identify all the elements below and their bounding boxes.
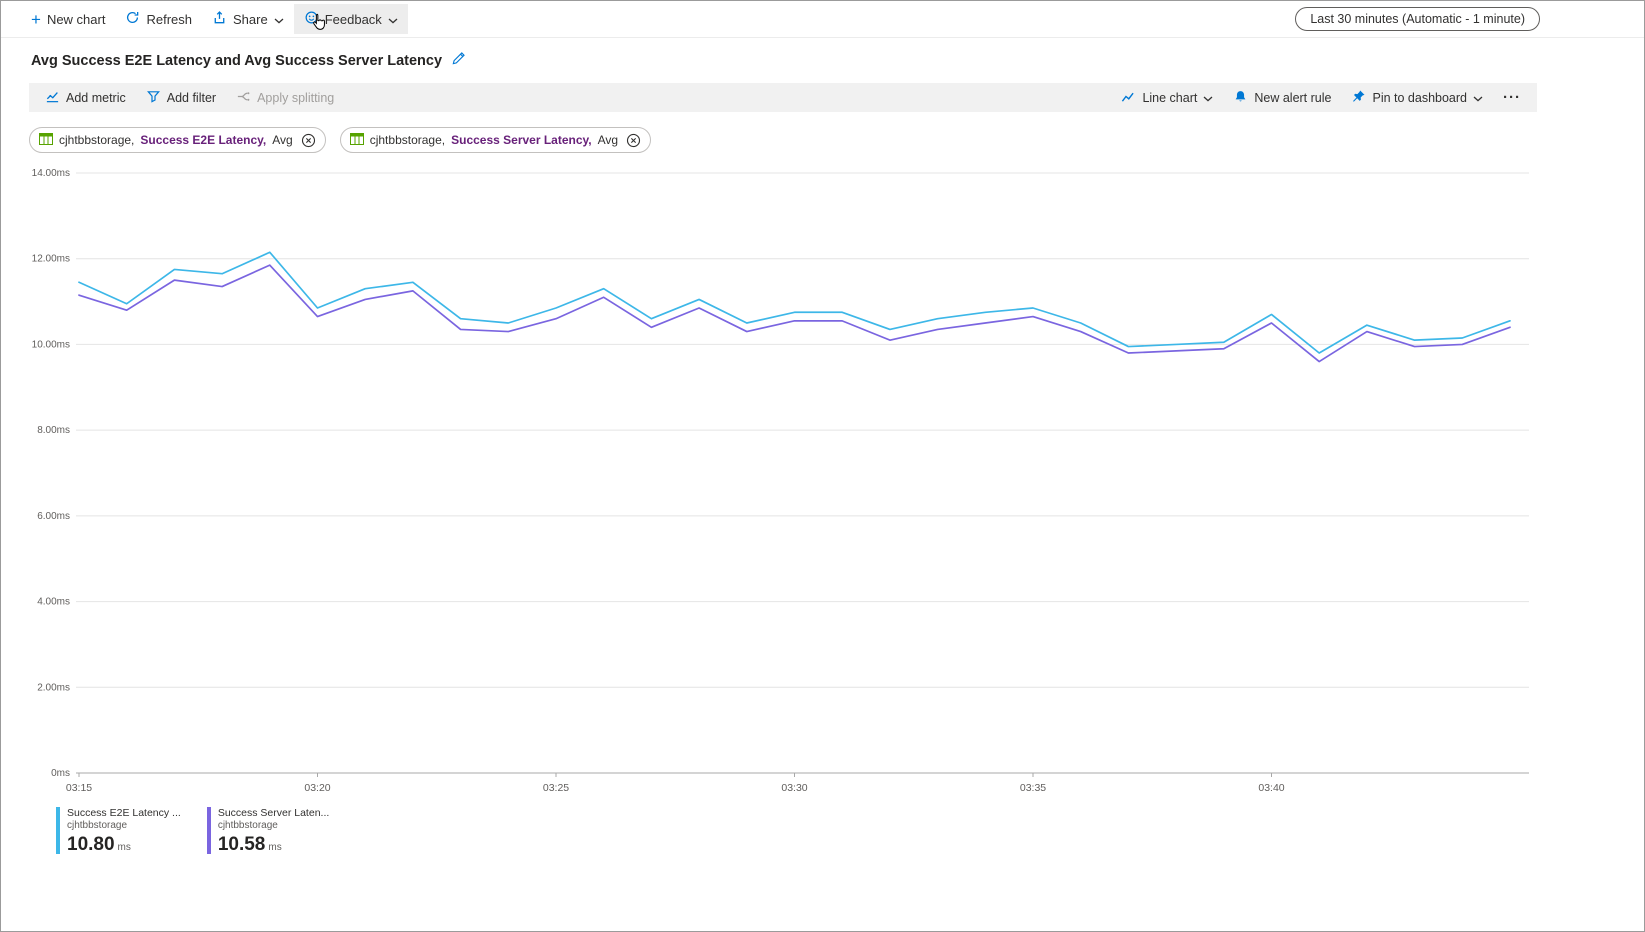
chart-area: 0ms 2.00ms 4.00ms 6.00ms 8.00ms 10.00ms 12.00m… [1,159,1644,807]
svg-text:12.00ms: 12.00ms [32,254,70,265]
chart-type-button[interactable]: Line chart [1113,85,1221,111]
plus-icon: + [31,9,41,29]
storage-table-icon [39,132,53,148]
more-options-button[interactable]: ··· [1495,85,1529,110]
chevron-down-icon [388,12,398,27]
pill-metric-name: Success E2E Latency, [140,133,267,147]
apply-splitting-button: Apply splitting [228,85,342,111]
add-metric-button[interactable]: Add metric [37,85,134,111]
svg-text:10.00ms: 10.00ms [32,339,70,350]
pin-icon [1351,89,1366,107]
filter-icon [146,89,161,107]
pill-resource: cjhtbbstorage, [369,133,446,147]
chevron-down-icon [1203,91,1213,105]
legend-resource-name: cjhtbbstorage [67,820,128,832]
legend-item[interactable]: Success E2E Latency ... cjhtbbstorage 10… [56,807,181,856]
close-icon[interactable] [626,133,641,148]
refresh-button[interactable]: Refresh [115,4,202,34]
legend-value: 10.58 ms [217,833,282,855]
feedback-label: Feedback [324,11,382,27]
storage-table-icon [349,132,364,148]
add-filter-button[interactable]: Add filter [138,85,224,111]
splitting-icon [236,89,251,107]
svg-text:4.00ms: 4.00ms [37,597,70,608]
add-metric-label: Add metric [66,90,126,105]
svg-text:14.00ms: 14.00ms [32,168,70,179]
metric-pills-row: cjhtbbstorage, Success E2E Latency, Avg … [29,127,1644,153]
ellipsis-icon: ··· [1503,89,1521,106]
new-chart-label: New chart [46,11,106,27]
share-icon [212,10,227,28]
line-chart-icon [1121,89,1136,107]
legend-value: 10.80 ms [67,833,131,855]
share-button[interactable]: Share [202,4,294,34]
chart-type-label: Line chart [1142,90,1198,105]
svg-text:03:30: 03:30 [781,782,807,794]
time-range-button[interactable]: Last 30 minutes (Automatic - 1 minute) [1295,7,1540,31]
add-metric-icon [45,89,60,107]
legend-color-bar [206,807,211,854]
command-bar: + New chart Refresh Share Feedback [1,1,1644,38]
svg-text:03:20: 03:20 [304,782,330,794]
svg-text:03:15: 03:15 [66,782,92,794]
metric-pill-e2e-latency[interactable]: cjhtbbstorage, Success E2E Latency, Avg [29,127,326,153]
line-chart: 0ms 2.00ms 4.00ms 6.00ms 8.00ms 10.00ms 12.00m… [32,168,1529,794]
pill-aggregation: Avg [597,133,619,147]
pill-resource: cjhtbbstorage, [59,133,135,147]
svg-text:2.00ms: 2.00ms [37,682,70,693]
title-row: Avg Success E2E Latency and Avg Success … [1,38,1644,75]
apply-splitting-label: Apply splitting [257,90,335,105]
legend-unit: ms [117,841,131,853]
legend-item[interactable]: Success Server Laten... cjhtbbstorage 10… [206,807,330,856]
pill-aggregation: Avg [272,133,293,147]
chevron-down-icon [1473,91,1483,105]
legend-resource-name: cjhtbbstorage [217,820,278,832]
feedback-button[interactable]: Feedback [293,4,408,34]
pill-metric-name: Success Server Latency, [451,133,592,147]
close-icon[interactable] [301,133,316,148]
pin-to-dashboard-label: Pin to dashboard [1372,90,1467,105]
add-filter-label: Add filter [166,90,217,105]
chart-toolbar: Add metric Add filter Apply splitting Li… [29,83,1537,112]
svg-text:03:40: 03:40 [1258,782,1284,794]
legend-metric-name: Success Server Laten... [217,807,330,819]
new-chart-button[interactable]: + New chart [21,5,115,34]
share-label: Share [233,11,268,27]
chevron-down-icon [274,12,284,27]
edit-title-icon[interactable] [451,51,466,71]
refresh-label: Refresh [146,11,192,27]
chart-legend: Success E2E Latency ... cjhtbbstorage 10… [56,807,1644,856]
refresh-icon [125,10,140,28]
legend-unit: ms [268,841,282,853]
chart-title: Avg Success E2E Latency and Avg Success … [31,53,443,69]
svg-text:03:25: 03:25 [543,782,569,794]
svg-text:03:35: 03:35 [1020,782,1046,794]
new-alert-rule-label: New alert rule [1254,90,1332,105]
legend-color-bar [56,807,60,854]
alert-icon [1233,89,1248,107]
svg-text:8.00ms: 8.00ms [37,425,70,436]
new-alert-rule-button[interactable]: New alert rule [1225,85,1339,111]
legend-metric-name: Success E2E Latency ... [67,807,181,819]
metric-pill-server-latency[interactable]: cjhtbbstorage, Success Server Latency, A… [339,127,652,153]
pin-to-dashboard-button[interactable]: Pin to dashboard [1343,85,1491,111]
svg-text:0ms: 0ms [51,768,70,779]
svg-text:6.00ms: 6.00ms [37,511,70,522]
feedback-icon [304,10,319,28]
chart-toolbar-right: Line chart New alert rule Pin to dashboa… [1113,85,1529,111]
